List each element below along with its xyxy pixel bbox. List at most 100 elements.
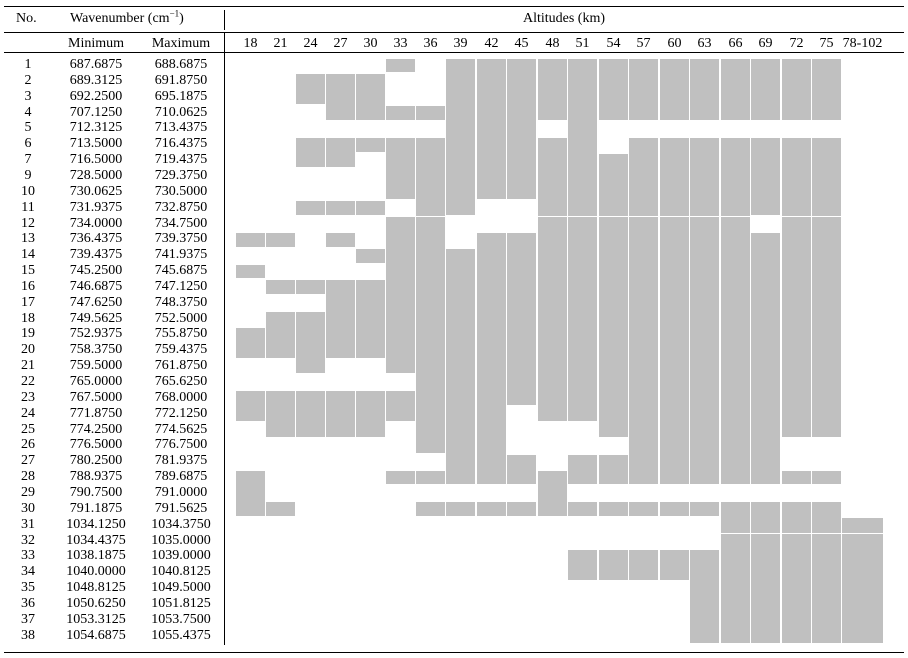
altitude-cell-27 <box>326 89 355 106</box>
altitude-cell-33 <box>386 470 415 485</box>
altitude-cell-75 <box>812 216 841 233</box>
altitude-cell-66 <box>721 216 750 233</box>
altitude-cell-69 <box>751 184 780 201</box>
altitude-cell-63 <box>690 596 719 613</box>
altitude-cell-69 <box>751 533 780 550</box>
altitude-cell-45 <box>507 232 536 249</box>
altitude-cell-75 <box>812 184 841 201</box>
altitude-cell-33 <box>386 311 415 328</box>
altitude-cell-24 <box>296 153 325 168</box>
row-maximum: 745.6875 <box>154 263 208 279</box>
row-maximum: 761.8750 <box>154 358 208 374</box>
altitude-cell-51 <box>568 359 597 375</box>
altitude-cell-54 <box>599 454 628 471</box>
altitude-cell-72 <box>782 248 811 265</box>
row-number: 10 <box>21 183 35 199</box>
row-minimum: 774.2500 <box>69 421 123 437</box>
altitude-cell-18 <box>236 501 265 517</box>
altitude-cell-54 <box>599 295 628 312</box>
altitude-cell-21 <box>266 502 295 517</box>
altitude-cell-30 <box>356 201 385 215</box>
altitude-cell-39 <box>446 264 475 280</box>
altitude-cell-63 <box>690 105 719 120</box>
altitude-cell-51 <box>568 200 597 217</box>
altitude-cell-69 <box>751 596 780 613</box>
altitude-cell-63 <box>690 390 719 407</box>
altitude-cell-30 <box>356 137 385 152</box>
altitude-cell-60 <box>660 565 689 580</box>
altitude-cell-36 <box>416 422 445 439</box>
altitude-cell-33 <box>386 391 415 407</box>
altitude-cell-45 <box>507 264 536 280</box>
altitude-header-21: 21 <box>273 36 288 51</box>
row-number: 29 <box>21 484 35 500</box>
altitude-cell-57 <box>629 454 658 471</box>
altitude-cell-75 <box>812 470 841 485</box>
altitude-cell-42 <box>477 58 506 74</box>
altitude-cell-60 <box>660 200 689 217</box>
row-minimum: 1034.1250 <box>66 516 126 532</box>
altitude-cell-60 <box>660 502 689 517</box>
altitude-cell-57 <box>629 200 658 217</box>
altitude-cell-69 <box>751 390 780 407</box>
altitude-cell-42 <box>477 502 506 517</box>
altitude-cell-66 <box>721 422 750 439</box>
altitude-cell-27 <box>326 280 355 296</box>
altitude-cell-57 <box>629 184 658 201</box>
altitude-cell-39 <box>446 422 475 439</box>
row-number: 26 <box>21 437 35 453</box>
altitude-cell-45 <box>507 168 536 185</box>
altitude-cell-48 <box>538 232 567 249</box>
altitude-cell-75 <box>812 311 841 328</box>
altitude-cell-27 <box>326 232 355 247</box>
altitude-cell-72 <box>782 581 811 597</box>
altitude-cell-69 <box>751 454 780 471</box>
altitude-header-51: 51 <box>575 36 590 51</box>
row-maximum: 729.3750 <box>154 167 208 183</box>
row-maximum: 768.0000 <box>154 389 208 405</box>
altitude-cell-66 <box>721 200 750 217</box>
altitude-cell-30 <box>356 74 385 90</box>
altitude-cell-75 <box>812 422 841 437</box>
altitude-cell-69 <box>751 438 780 455</box>
altitude-cell-63 <box>690 279 719 296</box>
altitude-cell-48 <box>538 200 567 217</box>
altitude-cell-75 <box>812 533 841 550</box>
altitude-cell-39 <box>446 168 475 185</box>
altitude-cell-69 <box>751 137 780 154</box>
row-maximum: 688.6875 <box>154 57 208 72</box>
altitude-cell-54 <box>599 184 628 201</box>
altitude-cell-72 <box>782 628 811 643</box>
altitude-cell-42 <box>477 390 506 407</box>
altitude-cell-72 <box>782 327 811 344</box>
altitude-cell-54 <box>599 58 628 74</box>
altitude-cell-75 <box>812 58 841 74</box>
altitude-cell-45 <box>507 89 536 106</box>
altitude-cell-63 <box>690 628 719 643</box>
altitude-cell-60 <box>660 375 689 391</box>
altitude-cell-60 <box>660 327 689 344</box>
header-minimum: Minimum <box>67 36 125 51</box>
row-maximum: 732.8750 <box>154 199 208 215</box>
altitude-cell-51 <box>568 470 597 485</box>
altitude-cell-75 <box>812 375 841 391</box>
altitude-cell-27 <box>326 406 355 423</box>
altitude-cell-33 <box>386 168 415 185</box>
altitude-cell-39 <box>446 153 475 169</box>
altitude-cell-63 <box>690 58 719 74</box>
altitude-cell-42 <box>477 153 506 169</box>
altitude-cell-66 <box>721 517 750 534</box>
altitude-cell-24 <box>296 343 325 360</box>
altitude-cell-69 <box>751 470 780 485</box>
altitude-cell-51 <box>568 232 597 249</box>
altitude-cell-75 <box>812 232 841 249</box>
altitude-cell-21 <box>266 391 295 407</box>
altitude-cell-66 <box>721 184 750 201</box>
row-minimum: 716.5000 <box>69 152 123 168</box>
altitude-cell-51 <box>568 264 597 280</box>
altitude-cell-66 <box>721 549 750 566</box>
row-number: 7 <box>24 152 32 168</box>
altitude-cell-63 <box>690 375 719 391</box>
row-maximum: 755.8750 <box>154 326 208 342</box>
altitude-cell-57 <box>629 89 658 106</box>
